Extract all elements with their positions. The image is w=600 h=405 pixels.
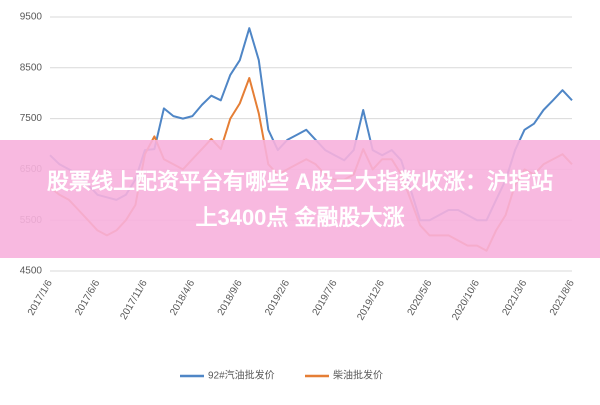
- x-tick-label: 2017/11/6: [118, 278, 150, 322]
- x-tick-label: 2018/9/6: [216, 278, 245, 318]
- x-tick-label: 2019/2/6: [263, 278, 292, 318]
- overlay-band: [0, 140, 600, 258]
- y-tick-label: 4500: [20, 266, 43, 277]
- x-tick-label: 2019/7/6: [311, 278, 340, 318]
- legend-label: 柴油批发价: [333, 369, 383, 382]
- x-tick-label: 2021/3/6: [500, 278, 529, 318]
- x-tick-label: 2017/1/6: [26, 278, 55, 318]
- y-tick-label: 9500: [20, 12, 43, 23]
- x-tick-label: 2021/8/6: [548, 278, 577, 318]
- y-tick-label: 8500: [20, 62, 43, 73]
- x-tick-label: 2017/6/6: [73, 278, 102, 318]
- overlay-text: 上3400点 金融股大涨: [195, 205, 404, 230]
- overlay-text: 股票线上配资平台有哪些 A股三大指数收涨：沪指站: [47, 169, 553, 194]
- x-tick-label: 2018/4/6: [168, 278, 197, 318]
- x-tick-label: 2020/10/6: [450, 278, 482, 322]
- legend-label: 92#汽油批发价: [208, 369, 275, 382]
- y-tick-label: 7500: [20, 113, 43, 124]
- x-tick-label: 2019/12/6: [355, 278, 387, 322]
- x-tick-label: 2020/5/6: [406, 278, 435, 318]
